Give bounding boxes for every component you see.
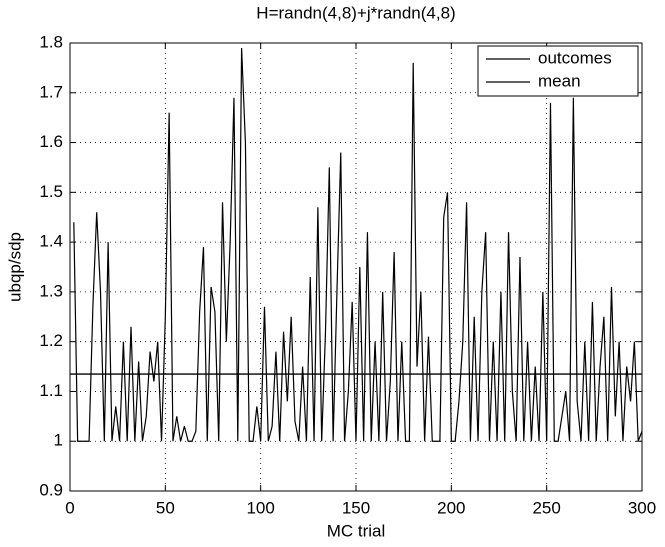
y-tick-label: 1.7	[39, 82, 63, 101]
x-tick-label: 300	[628, 498, 656, 517]
y-tick-label: 1.6	[39, 132, 63, 151]
legend-box	[477, 45, 639, 97]
y-tick-label: 1.2	[39, 331, 63, 350]
chart-title: H=randn(4,8)+j*randn(4,8)	[256, 3, 455, 22]
x-tick-label: 250	[532, 498, 560, 517]
y-tick-label: 1	[54, 431, 63, 450]
y-tick-label: 1.5	[39, 182, 63, 201]
y-tick-label: 1.1	[39, 381, 63, 400]
y-axis-label: ubqp/sdp	[5, 232, 24, 302]
legend-label: outcomes	[538, 48, 612, 67]
y-tick-label: 1.4	[39, 232, 63, 251]
x-tick-label: 200	[437, 498, 465, 517]
x-tick-label: 100	[246, 498, 274, 517]
y-tick-label: 1.8	[39, 32, 63, 51]
x-axis-label: MC trial	[327, 521, 386, 540]
x-tick-label: 50	[156, 498, 175, 517]
y-tick-label: 1.3	[39, 281, 63, 300]
plot-frame	[69, 42, 643, 492]
x-tick-label: 150	[342, 498, 370, 517]
x-tick-label: 0	[65, 498, 74, 517]
data-line	[73, 47, 643, 442]
legend-label: mean	[538, 71, 581, 90]
y-tick-label: 0.9	[39, 480, 63, 499]
